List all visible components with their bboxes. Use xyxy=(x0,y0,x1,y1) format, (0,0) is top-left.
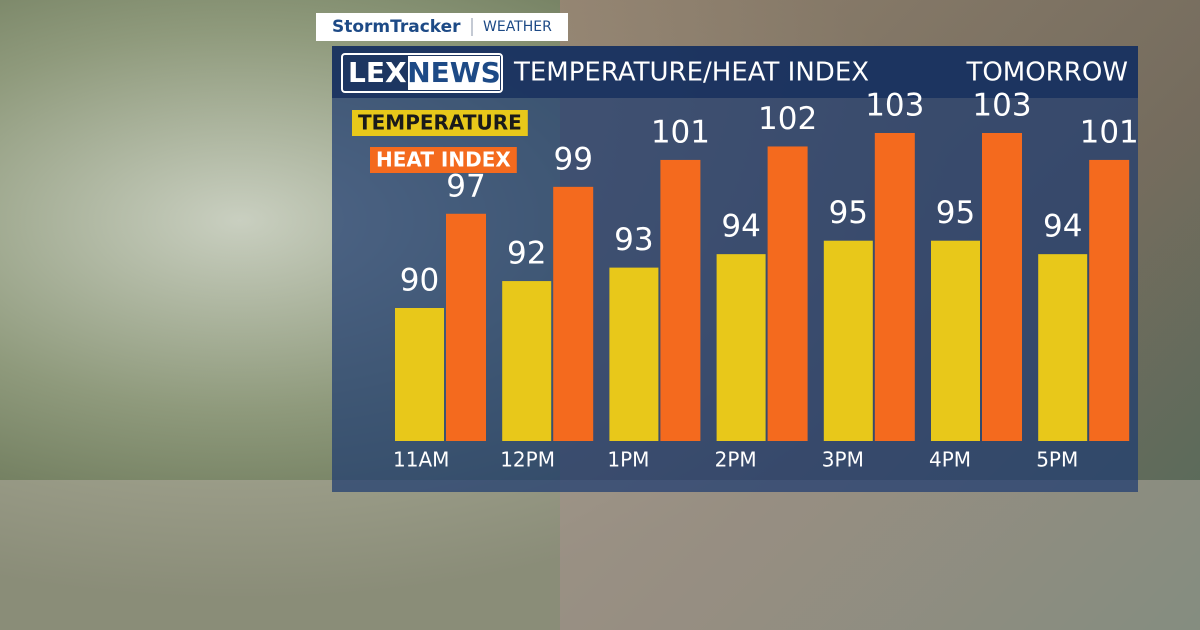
logo-box xyxy=(408,56,500,90)
logo-left: LEX xyxy=(348,56,407,89)
x-tick-label: 3PM xyxy=(822,448,864,472)
x-tick-label: 11AM xyxy=(393,448,449,472)
value-label: 90 xyxy=(400,263,439,299)
legend: TEMPERATURE HEAT INDEX xyxy=(352,110,528,173)
brand-tab xyxy=(316,13,568,41)
legend-label: HEAT INDEX xyxy=(376,148,511,172)
bar xyxy=(1089,159,1130,441)
x-tick-label: 12PM xyxy=(500,448,555,472)
value-label: 97 xyxy=(446,168,485,204)
bar xyxy=(660,159,701,441)
x-tick-label: 2PM xyxy=(715,448,757,472)
bar xyxy=(982,133,1022,441)
x-tick-label: 1PM xyxy=(607,448,649,472)
bar xyxy=(823,240,873,441)
bar xyxy=(931,240,980,441)
value-label: 94 xyxy=(721,209,760,245)
value-label: 99 xyxy=(553,141,592,177)
value-label: 103 xyxy=(972,88,1031,124)
chart-title: TEMPERATURE/HEAT INDEX xyxy=(513,58,869,88)
background-ground xyxy=(0,480,1200,630)
show-name: StormTracker xyxy=(332,17,461,37)
bar xyxy=(716,254,766,441)
bar xyxy=(609,267,659,441)
bar xyxy=(553,186,594,441)
section-name: WEATHER xyxy=(483,19,552,35)
value-label: 93 xyxy=(614,222,653,258)
legend-swatch xyxy=(352,110,528,136)
bar xyxy=(446,213,486,441)
value-label: 94 xyxy=(1043,209,1082,245)
legend-label: TEMPERATURE xyxy=(358,111,522,135)
bar xyxy=(395,308,444,441)
x-tick-label: 5PM xyxy=(1036,448,1078,472)
bar xyxy=(767,146,808,441)
value-label: 92 xyxy=(507,236,546,272)
logo-right: NEWS xyxy=(407,56,501,89)
x-tick-label: 4PM xyxy=(929,448,971,472)
legend-swatch xyxy=(370,147,517,173)
value-label: 101 xyxy=(651,114,710,150)
logo-frame xyxy=(341,53,503,93)
bar xyxy=(1038,254,1088,441)
chart-subtitle: TOMORROW xyxy=(965,58,1128,88)
bar xyxy=(502,281,552,441)
value-label: 95 xyxy=(829,195,868,231)
value-label: 102 xyxy=(758,101,817,137)
bar xyxy=(874,133,915,441)
value-label: 95 xyxy=(936,195,975,231)
plot-area: 11AM 90 97 12PM 92 99 1PM 93 101 2PM 94 102 3PM 95 103… xyxy=(393,88,1139,472)
value-label: 103 xyxy=(865,88,924,124)
value-label: 101 xyxy=(1080,114,1139,150)
